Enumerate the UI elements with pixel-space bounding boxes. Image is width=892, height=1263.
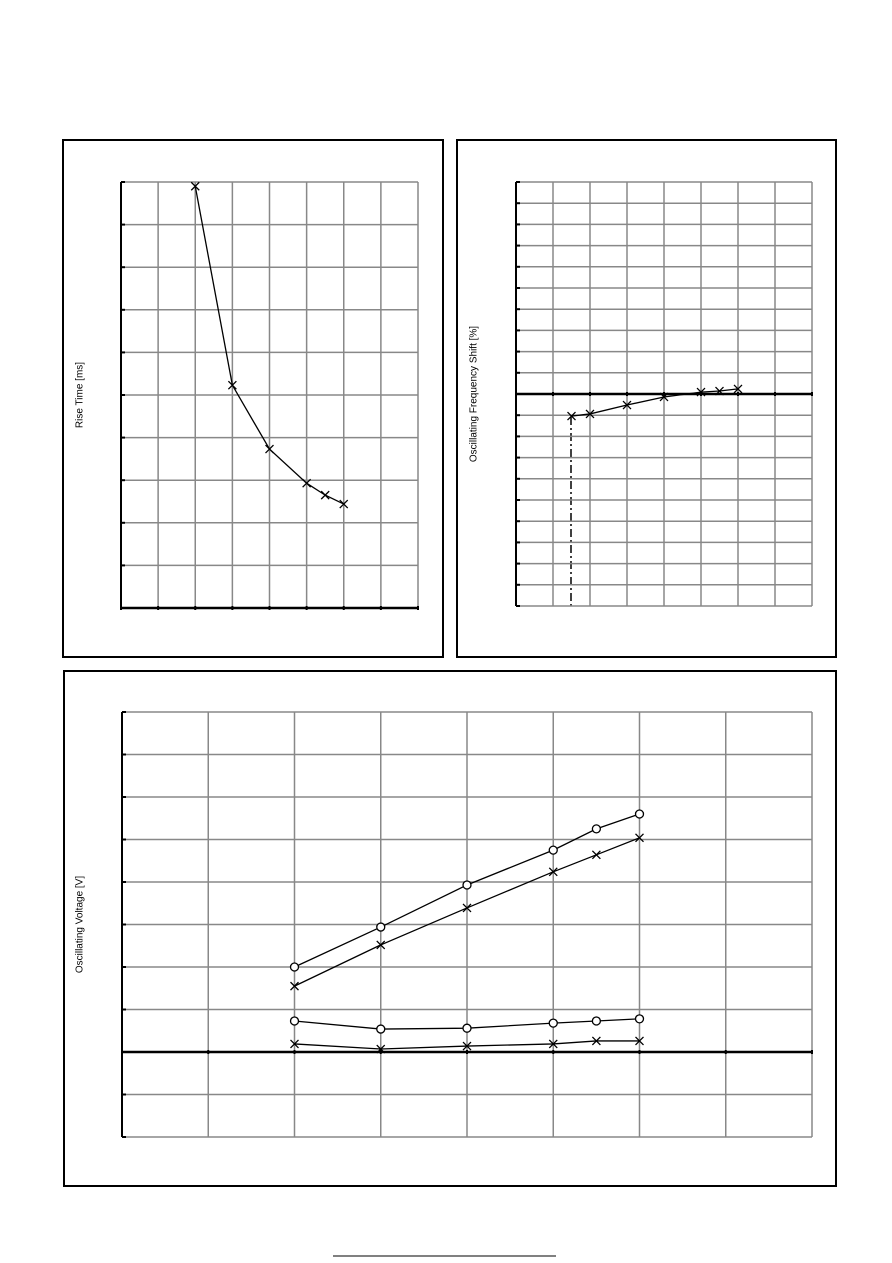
series-line bbox=[294, 1018, 640, 1030]
marker bbox=[376, 940, 386, 950]
marker bbox=[289, 962, 300, 972]
panel-frame bbox=[62, 139, 444, 658]
marker bbox=[634, 809, 645, 819]
marker bbox=[462, 880, 472, 890]
marker bbox=[733, 384, 743, 394]
y-axis-label: Oscillating Voltage [V] bbox=[75, 876, 86, 973]
marker bbox=[548, 1018, 558, 1028]
marker bbox=[591, 850, 601, 860]
marker bbox=[376, 922, 386, 932]
marker bbox=[591, 1016, 602, 1026]
marker bbox=[462, 1023, 472, 1033]
marker bbox=[462, 1041, 472, 1051]
marker bbox=[376, 1024, 386, 1034]
panel-frame bbox=[456, 139, 837, 658]
marker bbox=[290, 981, 299, 991]
marker bbox=[715, 386, 724, 396]
marker bbox=[591, 1036, 601, 1046]
marker bbox=[548, 1039, 558, 1049]
panel-frame bbox=[63, 670, 837, 1187]
marker bbox=[227, 380, 237, 390]
marker bbox=[339, 499, 349, 509]
marker bbox=[462, 903, 472, 913]
marker bbox=[635, 1036, 644, 1046]
series-line bbox=[194, 186, 345, 505]
marker bbox=[548, 867, 558, 877]
series-line bbox=[294, 1040, 640, 1050]
marker bbox=[290, 1039, 299, 1049]
series-line bbox=[294, 813, 640, 968]
marker bbox=[302, 478, 312, 488]
y-axis-label: Oscillating Frequency Shift [%] bbox=[469, 326, 480, 462]
marker bbox=[289, 1016, 300, 1026]
y-axis-label: Rise Time [ms] bbox=[75, 362, 86, 428]
marker bbox=[548, 845, 558, 855]
marker bbox=[634, 1014, 645, 1024]
marker bbox=[265, 444, 274, 454]
marker bbox=[591, 824, 602, 834]
marker bbox=[190, 181, 200, 191]
marker bbox=[320, 490, 330, 500]
marker bbox=[659, 392, 669, 402]
marker bbox=[585, 409, 595, 419]
marker bbox=[696, 387, 706, 397]
marker bbox=[622, 400, 632, 410]
marker bbox=[635, 833, 644, 843]
marker bbox=[376, 1044, 386, 1054]
series-line bbox=[294, 837, 640, 987]
marker bbox=[567, 411, 576, 421]
